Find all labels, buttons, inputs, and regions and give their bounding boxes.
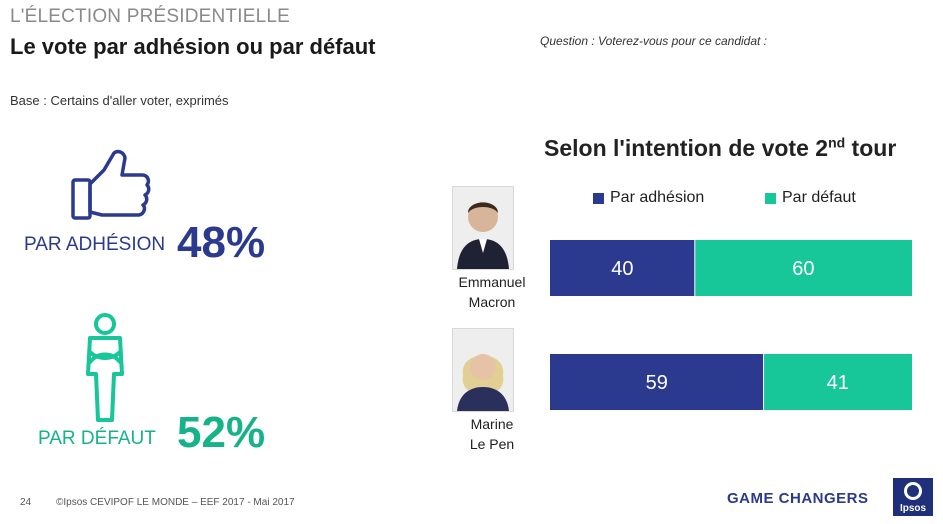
defaut-label: PAR DÉFAUT <box>38 428 156 449</box>
stacked-bar-chart: 40 60 59 41 <box>550 240 912 410</box>
adhesion-percent: 48% <box>177 218 266 267</box>
legend-adhesion: Par adhésion <box>593 189 704 207</box>
candidate-name-line: Le Pen <box>469 436 515 452</box>
thumbs-up-icon <box>71 149 151 220</box>
candidate-name-line: Marine <box>470 416 514 432</box>
defaut-percent: 52% <box>177 408 266 457</box>
chart-title: Selon l'intention de vote 2nd tour <box>544 135 896 162</box>
ipsos-logo-text: Ipsos <box>900 503 927 514</box>
legend-label-adhesion: Par adhésion <box>610 189 705 206</box>
bar-segment-adhesion-1 <box>550 354 764 410</box>
bar-value-label: 40 <box>611 258 633 280</box>
macron-portrait <box>452 186 514 270</box>
bar-value-label: 59 <box>646 372 668 394</box>
question-text: Question : Voterez-vous pour ce candidat… <box>540 34 768 48</box>
game-changers-tagline: GAME CHANGERS <box>727 490 869 507</box>
base-text: Base : Certains d'aller voter, exprimés <box>10 93 229 108</box>
bar-segment-adhesion-0 <box>550 240 695 296</box>
chart-title-end: tour <box>845 135 897 161</box>
person-arms-crossed-icon <box>86 313 124 422</box>
bar-value-label: 60 <box>792 258 814 280</box>
lepen-portrait <box>452 328 514 412</box>
footer-source: ©Ipsos CEVIPOF LE MONDE – EEF 2017 - Mai… <box>56 497 295 508</box>
page-number: 24 <box>20 497 32 508</box>
legend-swatch-defaut <box>765 192 776 204</box>
adhesion-label: PAR ADHÉSION <box>24 234 166 255</box>
legend-swatch-adhesion <box>593 192 604 204</box>
legend-defaut: Par défaut <box>765 189 856 207</box>
bar-value-label: 41 <box>827 372 849 394</box>
chart-title-sup: nd <box>828 134 846 151</box>
supertitle: L'ÉLECTION PRÉSIDENTIELLE <box>10 6 290 27</box>
legend-label-defaut: Par défaut <box>782 189 856 206</box>
candidate-name-lepen: Marine Le Pen <box>445 414 539 454</box>
bar-segment-defaut-0 <box>694 240 912 296</box>
candidate-name-macron: Emmanuel Macron <box>445 272 539 312</box>
candidate-name-line: Macron <box>468 294 516 310</box>
page-title: Le vote par adhésion ou par défaut <box>10 34 376 59</box>
bar-segment-defaut-1 <box>763 354 912 410</box>
ipsos-logo: Ipsos <box>893 478 933 516</box>
chart-title-main: Selon l'intention de vote 2 <box>544 135 829 161</box>
candidate-name-line: Emmanuel <box>458 274 526 290</box>
